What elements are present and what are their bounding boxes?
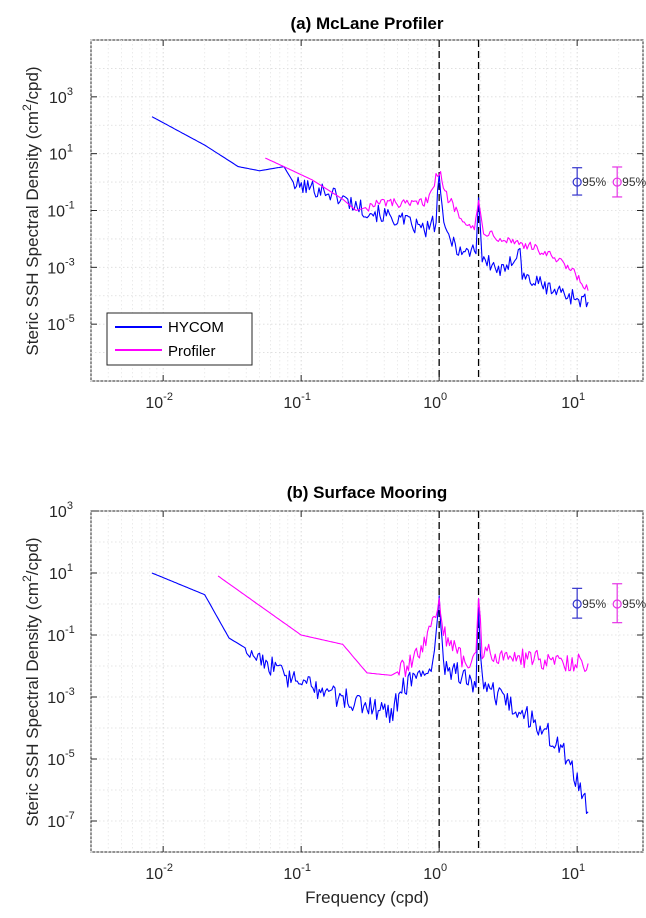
panel-a-y-ticks: 10-5 10-3 10-1 101 103 bbox=[47, 86, 643, 334]
x-tick-label: 101 bbox=[561, 862, 585, 883]
panel-b-axes bbox=[90, 510, 644, 853]
y-tick-label: 10-7 bbox=[47, 810, 75, 831]
panel-b-x-ticks: 10-2 10-1 100 101 bbox=[145, 511, 585, 883]
confidence-interval: 95% bbox=[612, 166, 646, 198]
ci-marker bbox=[572, 599, 582, 609]
ci-label: 95% bbox=[622, 597, 646, 611]
ci-label: 95% bbox=[582, 597, 606, 611]
series-line-hycom bbox=[151, 572, 589, 815]
panel-b-vlines bbox=[438, 511, 480, 852]
legend-box bbox=[106, 312, 253, 366]
x-axis-label: Frequency (cpd) bbox=[305, 888, 429, 907]
y-tick-label: 101 bbox=[49, 143, 73, 164]
panel-b: (b) Surface Mooring 95% 95% 10-2 10-1 100 10… bbox=[20, 483, 646, 907]
y-tick-label: 103 bbox=[49, 86, 73, 107]
panel-a-confidence: 95% 95% bbox=[572, 166, 646, 198]
panel-a-title: (a) McLane Profiler bbox=[290, 14, 443, 33]
confidence-interval: 95% bbox=[612, 583, 646, 624]
series-line-profiler bbox=[217, 575, 589, 678]
panel-b-series bbox=[151, 572, 589, 815]
ci-label: 95% bbox=[622, 175, 646, 189]
panel-a-vlines bbox=[438, 40, 480, 381]
x-tick-label: 100 bbox=[423, 862, 447, 883]
y-tick-label: 10-1 bbox=[47, 200, 75, 221]
x-tick-label: 10-2 bbox=[145, 391, 173, 412]
panel-a-series bbox=[151, 116, 589, 308]
y-tick-label: 10-1 bbox=[47, 624, 75, 645]
ci-marker bbox=[572, 177, 582, 187]
y-tick-label: 101 bbox=[49, 562, 73, 583]
panel-b-ylabel: Steric SSH Spectral Density (cm2/cpd) bbox=[20, 537, 42, 826]
panel-a-x-ticks: 10-2 10-1 100 101 bbox=[145, 40, 585, 412]
y-tick-label: 10-5 bbox=[47, 748, 75, 769]
y-tick-label: 103 bbox=[49, 500, 73, 521]
legend-profiler-label: Profiler bbox=[168, 343, 216, 360]
panel-a-ylabel: Steric SSH Spectral Density (cm2/cpd) bbox=[20, 66, 42, 355]
x-tick-label: 101 bbox=[561, 391, 585, 412]
y-tick-label: 10-3 bbox=[47, 686, 75, 707]
x-tick-label: 10-2 bbox=[145, 862, 173, 883]
confidence-interval: 95% bbox=[572, 167, 607, 196]
y-tick-label: 10-3 bbox=[47, 256, 75, 277]
x-tick-label: 10-1 bbox=[283, 391, 311, 412]
series-line-profiler bbox=[265, 157, 589, 291]
x-tick-label: 100 bbox=[423, 391, 447, 412]
series-line-hycom bbox=[151, 116, 589, 308]
x-tick-label: 10-1 bbox=[283, 862, 311, 883]
ci-label: 95% bbox=[582, 175, 606, 189]
confidence-interval: 95% bbox=[572, 587, 607, 619]
ci-marker bbox=[612, 599, 622, 609]
y-tick-label: 10-5 bbox=[47, 313, 75, 334]
panel-a: (a) McLane Profiler 95% 95% 10-2 10-1 100 10… bbox=[20, 14, 646, 412]
panel-b-confidence: 95% 95% bbox=[572, 583, 646, 624]
panel-b-y-ticks: 10-7 10-5 10-3 10-1 101 103 bbox=[47, 500, 643, 831]
ci-marker bbox=[612, 177, 622, 187]
legend: HYCOM Profiler bbox=[106, 312, 253, 366]
panel-b-title: (b) Surface Mooring bbox=[287, 483, 448, 502]
legend-hycom-label: HYCOM bbox=[168, 319, 224, 336]
